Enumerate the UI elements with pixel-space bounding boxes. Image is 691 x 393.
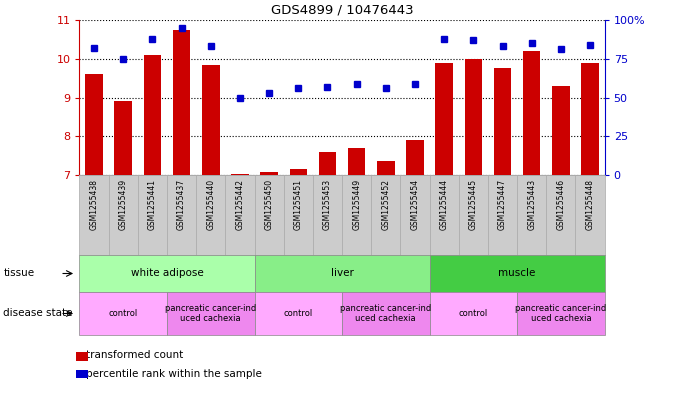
Text: GSM1255438: GSM1255438 [90, 179, 99, 230]
Text: pancreatic cancer-ind
uced cachexia: pancreatic cancer-ind uced cachexia [515, 304, 607, 323]
Bar [464, 59, 482, 175]
Bar [435, 62, 453, 175]
Bar [261, 172, 278, 175]
Text: GSM1255441: GSM1255441 [148, 179, 157, 230]
Text: GSM1255452: GSM1255452 [381, 179, 390, 230]
Text: GSM1255442: GSM1255442 [236, 179, 245, 230]
Bar [348, 148, 366, 175]
Bar [85, 74, 103, 175]
Text: GSM1255446: GSM1255446 [556, 179, 565, 230]
Text: GSM1255449: GSM1255449 [352, 179, 361, 230]
Text: GSM1255450: GSM1255450 [265, 179, 274, 230]
Text: tissue: tissue [3, 268, 35, 279]
Text: GSM1255445: GSM1255445 [468, 179, 478, 230]
Text: white adipose: white adipose [131, 268, 203, 279]
Text: GDS4899 / 10476443: GDS4899 / 10476443 [271, 3, 413, 16]
Text: GSM1255444: GSM1255444 [439, 179, 448, 230]
Text: disease state: disease state [3, 309, 73, 318]
Text: GSM1255453: GSM1255453 [323, 179, 332, 230]
Bar [552, 86, 569, 175]
Text: control: control [459, 309, 488, 318]
Text: muscle: muscle [498, 268, 536, 279]
Text: pancreatic cancer-ind
uced cachexia: pancreatic cancer-ind uced cachexia [165, 304, 256, 323]
Text: transformed count: transformed count [86, 350, 184, 360]
Text: GSM1255443: GSM1255443 [527, 179, 536, 230]
Text: GSM1255448: GSM1255448 [585, 179, 594, 230]
Text: pancreatic cancer-ind
uced cachexia: pancreatic cancer-ind uced cachexia [340, 304, 431, 323]
Bar [406, 140, 424, 175]
Text: control: control [108, 309, 138, 318]
Bar [377, 162, 395, 175]
Bar [144, 55, 161, 175]
Text: liver: liver [330, 268, 354, 279]
Bar [523, 51, 540, 175]
Text: control: control [284, 309, 313, 318]
Bar [202, 64, 220, 175]
Text: GSM1255454: GSM1255454 [410, 179, 419, 230]
Bar [319, 152, 337, 175]
Text: GSM1255439: GSM1255439 [119, 179, 128, 230]
Text: GSM1255447: GSM1255447 [498, 179, 507, 230]
Text: percentile rank within the sample: percentile rank within the sample [86, 369, 263, 379]
Text: GSM1255451: GSM1255451 [294, 179, 303, 230]
Bar [290, 169, 307, 175]
Bar [173, 30, 190, 175]
Bar [581, 62, 599, 175]
Bar [494, 68, 511, 175]
Text: GSM1255437: GSM1255437 [177, 179, 186, 230]
Bar [231, 174, 249, 175]
Bar [115, 101, 132, 175]
Text: GSM1255440: GSM1255440 [206, 179, 216, 230]
